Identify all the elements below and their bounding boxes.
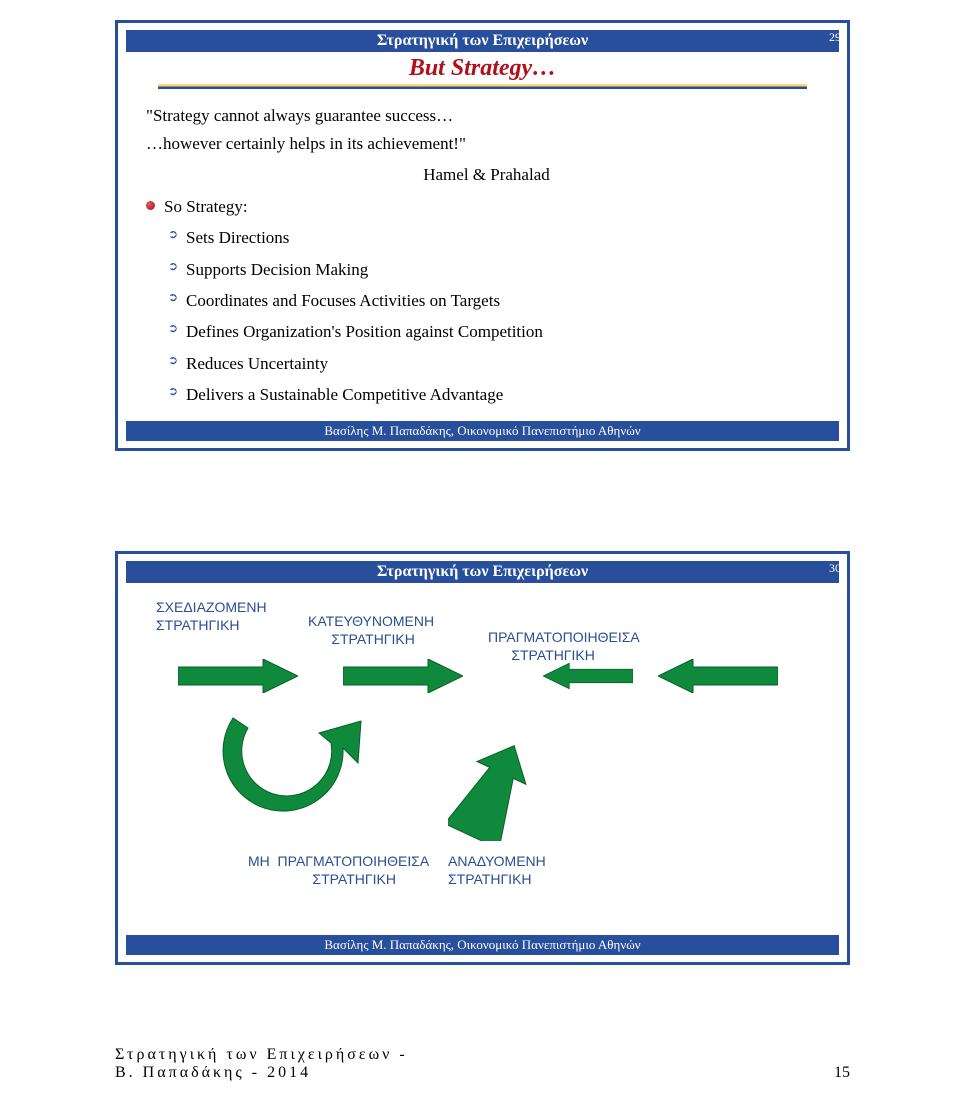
so-strategy-bullet: So Strategy:: [146, 194, 827, 220]
so-strategy-text: So Strategy:: [164, 197, 248, 216]
quote-line-2: …however certainly helps in its achievem…: [146, 131, 827, 157]
label-unrealized: ΜΗ ΠΡΑΓΜΑΤΟΠΟΙΗΘΕΙΣΑ ΣΤΡΑΤΗΓΙΚΗ: [248, 853, 429, 888]
point-0: Sets Directions: [168, 225, 827, 251]
label-directed: ΚΑΤΕΥΘΥΝΟΜΕΝΗ ΣΤΡΑΤΗΓΙΚΗ: [308, 613, 434, 648]
point-2: Coordinates and Focuses Activities on Ta…: [168, 288, 827, 314]
page-number: 15: [834, 1064, 850, 1082]
slide-header-text: Στρατηγική των Επιχειρήσεων: [377, 563, 588, 580]
quote-attribution: Hamel & Prahalad: [146, 162, 827, 188]
slide-header-text: Στρατηγική των Επιχειρήσεων: [377, 32, 588, 49]
strategy-diagram: ΣΧΕΔΙΑΖΟΜΕΝΗ ΣΤΡΑΤΗΓΙΚΗ ΚΑΤΕΥΘΥΝΟΜΕΝΗ ΣΤ…: [118, 583, 847, 933]
point-4: Reduces Uncertainty: [168, 351, 827, 377]
slide-header: Στρατηγική των Επιχειρήσεων 30: [126, 561, 839, 583]
point-3: Defines Organization's Position against …: [168, 319, 827, 345]
arrow-unrealized-curve: [213, 693, 373, 853]
footer-line-1: Στρατηγική των Επιχειρήσεων -: [115, 1046, 850, 1064]
arrow-scheduled-to-directed: [178, 659, 298, 693]
footer-line-2: Β. Παπαδάκης - 2014: [115, 1064, 850, 1082]
title-underline: [158, 84, 807, 89]
arrow-realized-left-inner: [543, 659, 633, 693]
slide-29: Στρατηγική των Επιχειρήσεων 29 But Strat…: [115, 20, 850, 451]
slide-header: Στρατηγική των Επιχειρήσεων 29: [126, 30, 839, 52]
arrow-emergent-up: [448, 741, 538, 841]
slide-footer: Βασίλης Μ. Παπαδάκης, Οικονομικό Πανεπισ…: [126, 421, 839, 441]
page-footer: Στρατηγική των Επιχειρήσεων - Β. Παπαδάκ…: [115, 1046, 850, 1082]
quote-line-1: "Strategy cannot always guarantee succes…: [146, 103, 827, 129]
point-1: Supports Decision Making: [168, 257, 827, 283]
label-emergent: ΑΝΑΔΥΟΜΕΝΗ ΣΤΡΑΤΗΓΙΚΗ: [448, 853, 546, 888]
slide-number: 29: [829, 30, 841, 45]
point-5: Delivers a Sustainable Competitive Advan…: [168, 382, 827, 408]
slide-number: 30: [829, 561, 841, 576]
label-scheduled: ΣΧΕΔΙΑΖΟΜΕΝΗ ΣΤΡΑΤΗΓΙΚΗ: [156, 599, 267, 634]
arrow-directed-to-realized: [343, 659, 463, 693]
slide-footer: Βασίλης Μ. Παπαδάκης, Οικονομικό Πανεπισ…: [126, 935, 839, 955]
arrow-realized-left-outer: [658, 659, 778, 693]
slide-30: Στρατηγική των Επιχειρήσεων 30 ΣΧΕΔΙΑΖΟΜ…: [115, 551, 850, 965]
slide-subtitle: But Strategy…: [118, 52, 847, 84]
slide-body: "Strategy cannot always guarantee succes…: [118, 91, 847, 419]
